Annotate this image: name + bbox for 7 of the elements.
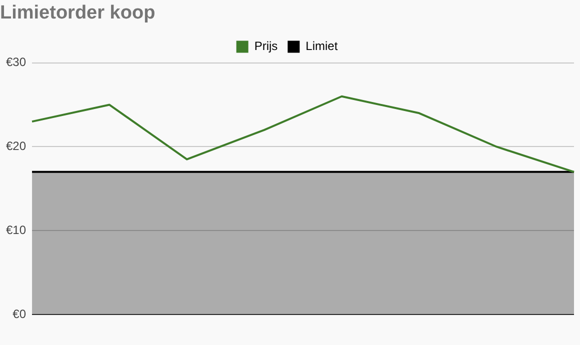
- legend-label: Prijs: [254, 39, 278, 54]
- y-tick-label: €20: [6, 139, 26, 154]
- y-tick-label: €0: [12, 306, 26, 321]
- y-tick-label: €10: [6, 222, 26, 237]
- chart-title: Limietorder koop: [0, 2, 156, 24]
- legend-label: Limiet: [306, 39, 338, 54]
- y-tick-label: €30: [6, 55, 26, 70]
